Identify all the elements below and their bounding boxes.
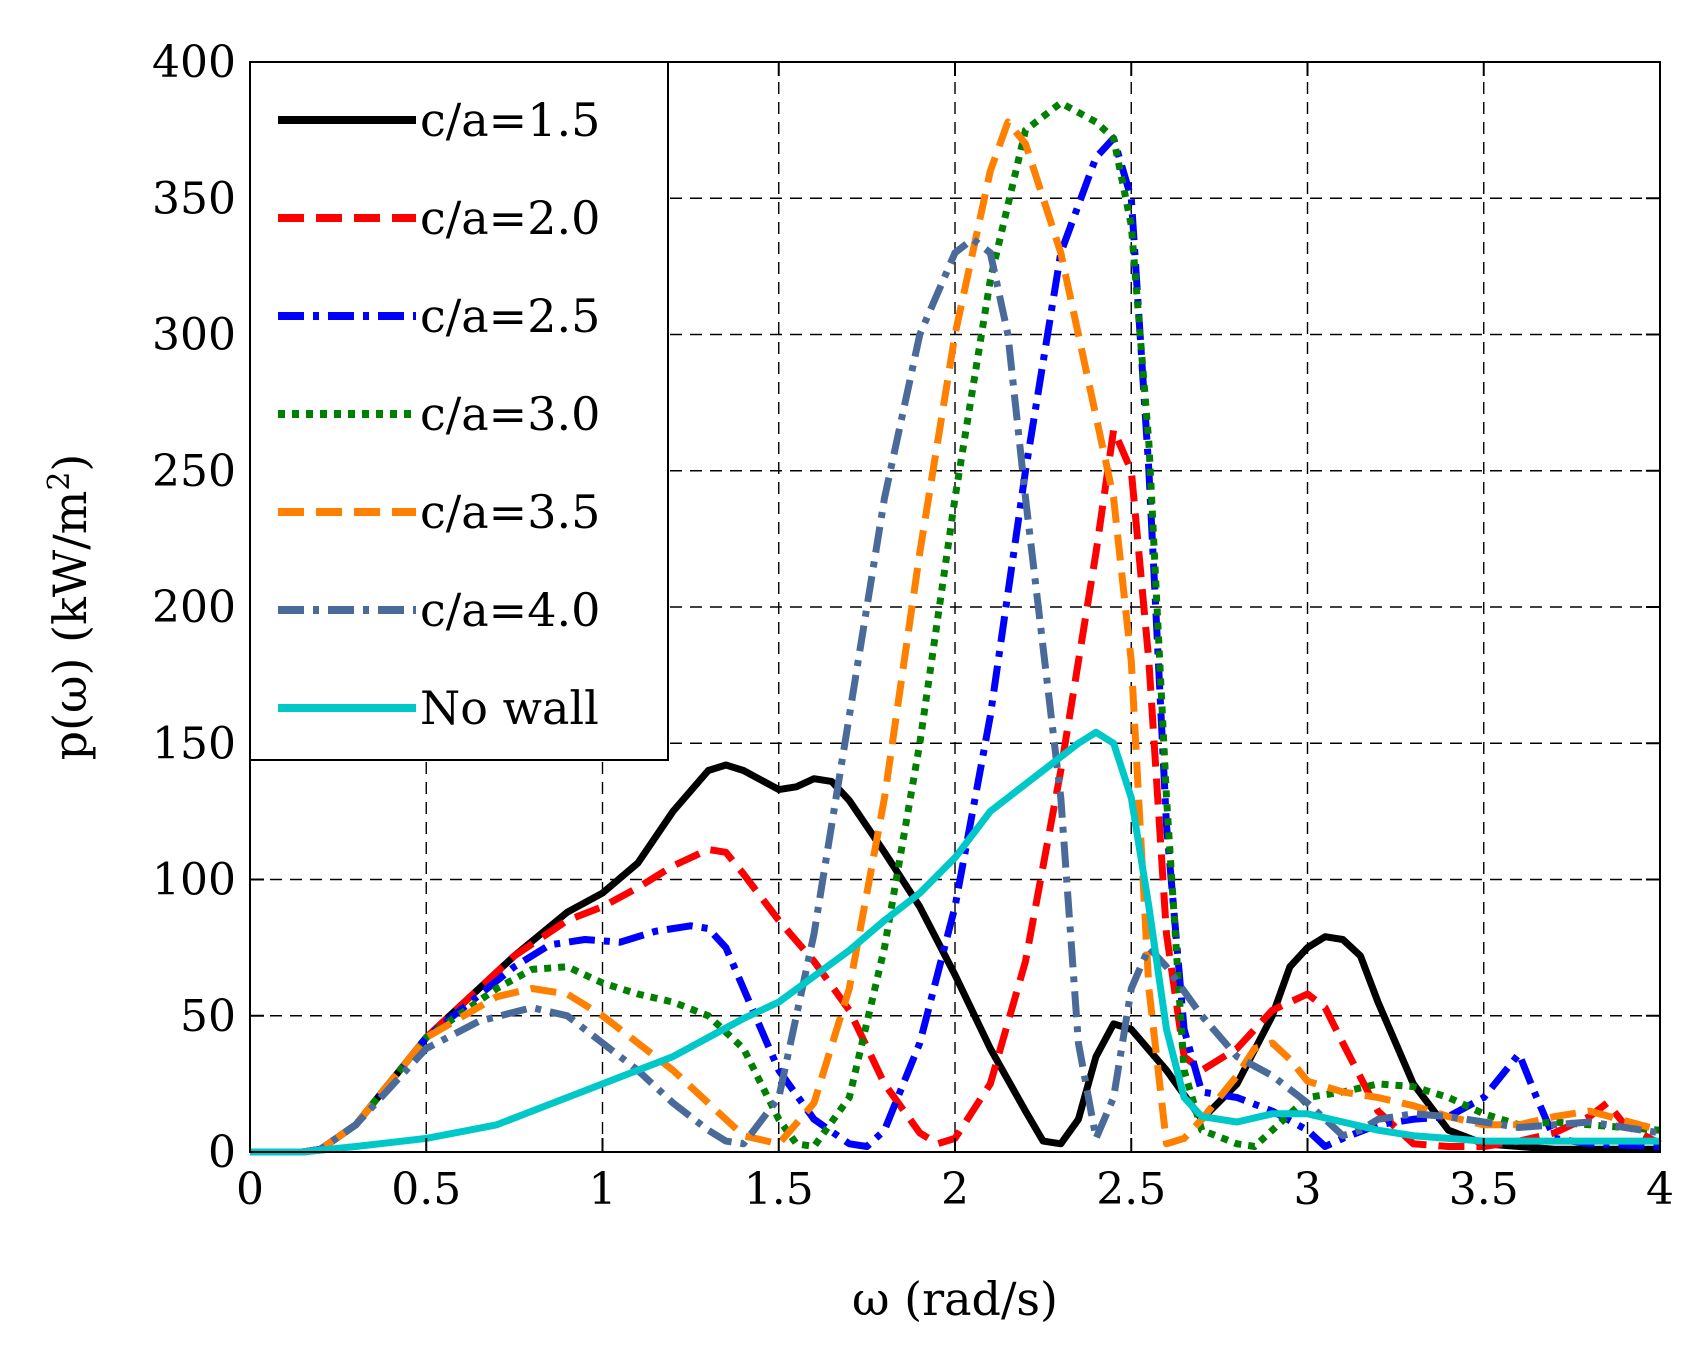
legend-label: c/a=4.0 [420,583,600,637]
ticks: 0 0.5 1 1.5 2 2.5 3 3.5 4 0 50 100 150 200 250 300 350 40… [152,37,1674,1215]
legend: c/a=1.5 c/a=2.0 c/a=2.5 c/a=3.0 c/a=3.5 c/a=4… [249,61,669,761]
series-line-1 [250,761,1660,1156]
x-axis-title: ω (rad/s) [852,1272,1058,1326]
series-line-5 [250,118,1661,1156]
x-tick-label: 3 [1294,1164,1322,1215]
y-tick-label: 200 [152,582,236,633]
y-tick-label: 50 [180,991,236,1042]
legend-label: c/a=3.5 [420,485,600,539]
x-tick-label: 0.5 [391,1164,461,1215]
x-tick-label: 3.5 [1449,1164,1519,1215]
x-tick-label: 2.5 [1096,1164,1166,1215]
series-line-7 [250,728,1660,1156]
series-line-2 [250,426,1662,1156]
series-line-3 [250,134,1661,1156]
y-axis-title-superscript: 2 [42,472,77,491]
x-tick-label: 0 [236,1164,264,1215]
y-axis-title-main: p(ω) (kW/m [43,491,97,761]
y-tick-label: 0 [208,1127,236,1178]
series-layer [250,99,1662,1156]
legend-label: c/a=2.0 [420,191,600,245]
y-tick-label: 250 [152,446,236,497]
x-tick-label: 4 [1646,1164,1674,1215]
legend-label: c/a=2.5 [420,289,600,343]
series-line-4 [250,99,1661,1156]
y-axis-title: p(ω) (kW/m2) [42,454,98,761]
y-axis-title-end: ) [43,454,97,472]
y-tick-label: 350 [152,173,236,224]
x-tick-label: 1.5 [744,1164,814,1215]
x-tick-label: 2 [941,1164,969,1215]
y-tick-label: 400 [152,37,236,88]
y-tick-label: 300 [152,310,236,361]
y-tick-label: 150 [152,718,236,769]
x-tick-label: 1 [589,1164,617,1215]
legend-box [249,61,669,761]
legend-label: No wall [420,681,599,735]
y-tick-label: 100 [152,855,236,906]
legend-label: c/a=1.5 [420,93,600,147]
legend-label: c/a=3.0 [420,387,600,441]
